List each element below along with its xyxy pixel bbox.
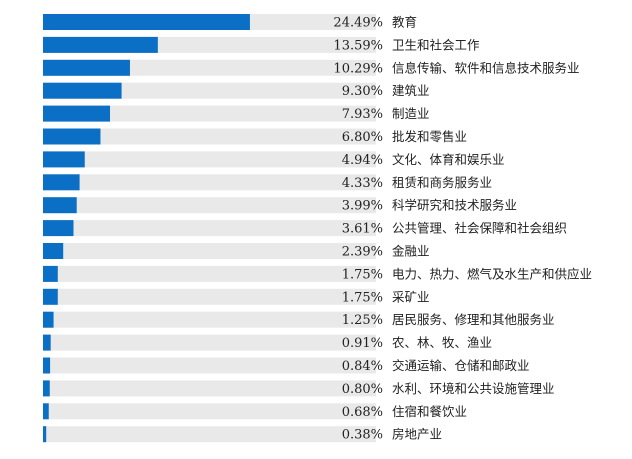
- bar-track: [43, 105, 376, 122]
- value-label: 10.29%: [333, 61, 383, 76]
- bar-row: 0.38% 房地产业: [43, 426, 442, 443]
- bar-row: 9.30% 建筑业: [43, 82, 430, 99]
- bar-row: 7.93% 制造业: [43, 105, 430, 122]
- bar-row: 1.75% 电力、热力、燃气及水生产和供应业: [43, 265, 592, 282]
- bar-track: [43, 426, 376, 443]
- value-label: 0.84%: [342, 359, 383, 374]
- bar-track: [43, 220, 376, 237]
- value-label: 2.39%: [342, 245, 383, 260]
- bar: [43, 105, 111, 122]
- bar: [43, 151, 85, 168]
- category-label: 住宿和餐饮业: [392, 404, 467, 419]
- bar-track: [43, 243, 376, 259]
- value-label: 24.49%: [333, 16, 383, 31]
- value-label: 0.68%: [342, 405, 383, 420]
- category-label: 制造业: [392, 106, 430, 121]
- bar-row: 10.29% 信息传输、软件和信息技术服务业: [43, 59, 580, 76]
- bar-row: 3.99% 科学研究和技术服务业: [43, 197, 517, 214]
- bar-track: [43, 197, 376, 214]
- chart-rows: 24.49% 教育 13.59% 卫生和社会工作 10.29% 信息传输、软件和信息技术服…: [43, 14, 592, 443]
- bar-track: [43, 265, 376, 282]
- value-label: 3.99%: [342, 199, 383, 214]
- category-label: 居民服务、修理和其他服务业: [392, 312, 555, 327]
- bar-track: [43, 403, 376, 420]
- bar-row: 24.49% 教育: [43, 14, 417, 31]
- bar: [43, 380, 50, 397]
- bar-row: 0.68% 住宿和餐饮业: [43, 403, 467, 420]
- bar: [43, 334, 51, 351]
- value-label: 4.94%: [342, 153, 383, 168]
- bar-track: [43, 380, 376, 397]
- bar: [43, 174, 80, 191]
- bar-track: [43, 334, 376, 351]
- bar-track: [43, 357, 376, 374]
- value-label: 9.30%: [342, 84, 383, 99]
- bar: [43, 82, 122, 99]
- value-label: 0.80%: [342, 382, 383, 397]
- category-label: 金融业: [392, 244, 430, 259]
- bar-row: 1.25% 居民服务、修理和其他服务业: [43, 311, 555, 328]
- value-label: 1.75%: [342, 290, 383, 305]
- category-label: 公共管理、社会保障和社会组织: [392, 221, 567, 236]
- bar-row: 13.59% 卫生和社会工作: [43, 36, 480, 53]
- category-label: 采矿业: [392, 289, 430, 304]
- bar-row: 6.80% 批发和零售业: [43, 128, 467, 145]
- bar-row: 2.39% 金融业: [43, 243, 430, 260]
- bar: [43, 220, 74, 237]
- bar-row: 4.94% 文化、体育和娱乐业: [43, 151, 505, 168]
- bar-row: 3.61% 公共管理、社会保障和社会组织: [43, 220, 567, 237]
- bar: [43, 403, 49, 420]
- value-label: 1.75%: [342, 267, 383, 282]
- bar-track: [43, 128, 376, 145]
- bar: [43, 288, 58, 305]
- value-label: 4.33%: [342, 176, 383, 191]
- bar: [43, 59, 130, 76]
- value-label: 1.25%: [342, 313, 383, 328]
- category-label: 卫生和社会工作: [392, 37, 480, 52]
- bar-row: 0.84% 交通运输、仓储和邮政业: [43, 357, 530, 374]
- bar: [43, 197, 77, 214]
- bar-row: 4.33% 租赁和商务服务业: [43, 174, 492, 191]
- value-label: 13.59%: [333, 38, 383, 53]
- bar: [43, 311, 54, 328]
- category-label: 教育: [392, 15, 417, 30]
- bar: [43, 14, 250, 30]
- bar: [43, 426, 47, 443]
- bar: [43, 243, 64, 259]
- category-label: 农、林、牧、渔业: [392, 335, 492, 350]
- category-label: 水利、环境和公共设施管理业: [392, 381, 555, 396]
- category-label: 批发和零售业: [392, 129, 467, 144]
- value-label: 6.80%: [342, 130, 383, 145]
- bar: [43, 265, 58, 282]
- value-label: 0.38%: [342, 428, 383, 443]
- value-label: 3.61%: [342, 222, 383, 237]
- category-label: 信息传输、软件和信息技术服务业: [392, 60, 580, 75]
- category-label: 科学研究和技术服务业: [392, 198, 517, 213]
- bar-track: [43, 82, 376, 99]
- category-label: 文化、体育和娱乐业: [392, 152, 505, 167]
- category-label: 租赁和商务服务业: [392, 175, 492, 190]
- value-label: 7.93%: [342, 107, 383, 122]
- bar-row: 0.91% 农、林、牧、渔业: [43, 334, 492, 351]
- bar-track: [43, 311, 376, 328]
- bar-track: [43, 174, 376, 191]
- category-label: 房地产业: [392, 427, 442, 442]
- bar: [43, 357, 51, 374]
- bar: [43, 128, 101, 145]
- bar-track: [43, 288, 376, 305]
- category-label: 建筑业: [392, 83, 430, 98]
- bar-row: 1.75% 采矿业: [43, 288, 430, 305]
- value-label: 0.91%: [342, 336, 383, 351]
- category-label: 交通运输、仓储和邮政业: [392, 358, 530, 373]
- category-label: 电力、热力、燃气及水生产和供应业: [392, 266, 592, 281]
- bar-track: [43, 151, 376, 168]
- bar-row: 0.80% 水利、环境和公共设施管理业: [43, 380, 555, 397]
- bar: [43, 36, 158, 53]
